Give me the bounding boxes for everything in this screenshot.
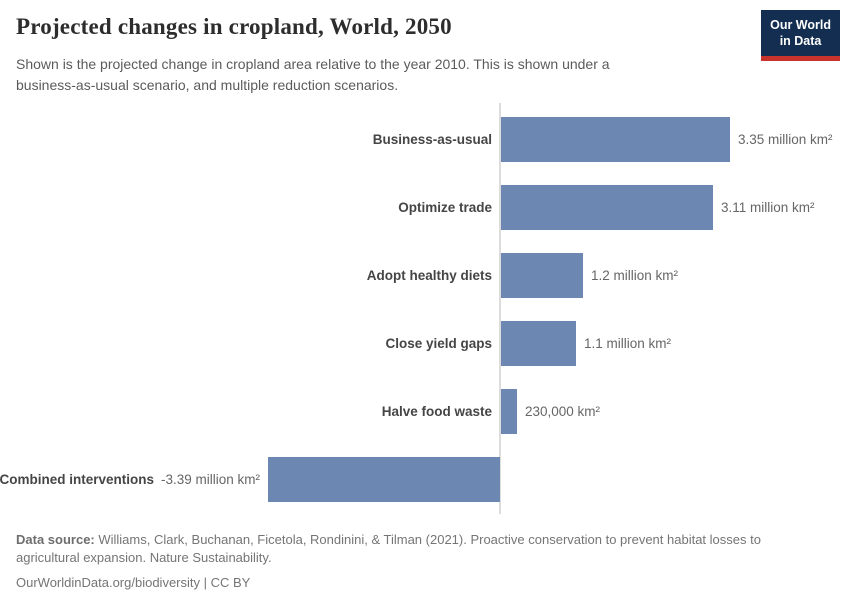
value-label-optimize-trade: 3.11 million km² — [721, 200, 815, 215]
chart-subtitle: Shown is the projected change in croplan… — [16, 56, 610, 93]
owid-logo: Our World in Data — [761, 10, 840, 61]
license-line: OurWorldinData.org/biodiversity | CC BY — [16, 574, 251, 590]
value-label-business-as-usual: 3.35 million km² — [738, 132, 833, 147]
page-title: Projected changes in cropland, World, 20… — [16, 14, 452, 39]
data-source-label: Data source: — [16, 532, 95, 547]
owid-logo-line2: in Data — [779, 34, 822, 49]
value-label-halve-food-waste: 230,000 km² — [525, 404, 601, 419]
zero-axis-line — [499, 103, 501, 514]
bar-business-as-usual — [501, 117, 730, 162]
chart-footer: Data source: Williams, Clark, Buchanan, … — [16, 531, 822, 592]
bar-halve-food-waste — [501, 389, 517, 434]
bar-adopt-healthy-diets — [501, 253, 583, 298]
category-label-combined-interventions: Combined interventions -3.39 million km² — [0, 457, 260, 502]
category-label-business-as-usual: Business-as-usual — [372, 132, 492, 147]
data-source-line: Data source: Williams, Clark, Buchanan, … — [16, 531, 822, 568]
category-label-close-yield-gaps: Close yield gaps — [385, 336, 492, 351]
data-source-text: Williams, Clark, Buchanan, Ficetola, Ron… — [16, 532, 761, 566]
category-label-optimize-trade: Optimize trade — [398, 200, 492, 215]
category-label-text: Combined interventions — [0, 472, 154, 487]
value-label-adopt-healthy-diets: 1.2 million km² — [591, 268, 679, 283]
value-label-close-yield-gaps: 1.1 million km² — [584, 336, 672, 351]
owid-logo-line1: Our World — [770, 18, 831, 32]
bar-combined-interventions — [268, 457, 500, 502]
bar-close-yield-gaps — [501, 321, 576, 366]
bar-optimize-trade — [501, 185, 713, 230]
value-label-combined-interventions: -3.39 million km² — [160, 472, 260, 487]
category-label-halve-food-waste: Halve food waste — [381, 404, 492, 419]
category-label-adopt-healthy-diets: Adopt healthy diets — [366, 268, 492, 283]
